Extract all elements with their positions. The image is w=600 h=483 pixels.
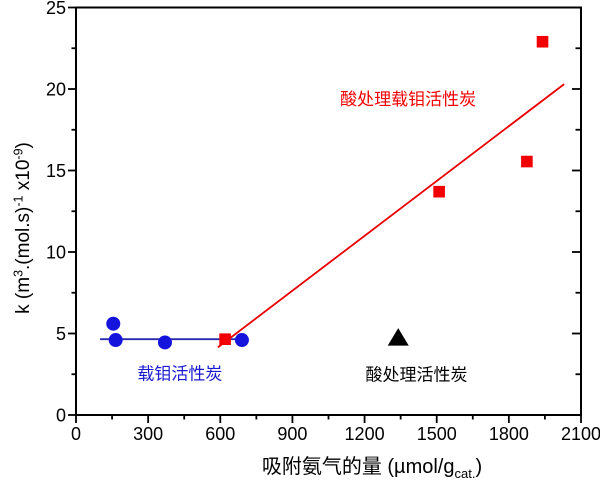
x-axis-tick-labels: 0 300 600 900 1200 1500 1800 2100 [71, 424, 600, 444]
series-酸处理活性炭 [387, 328, 409, 346]
x-tick-label: 900 [277, 424, 307, 444]
x-tick-label: 1500 [417, 424, 457, 444]
y-axis-title: k (m3.(mol.s)-1 x10-9) [12, 142, 35, 314]
fit-line-酸处理载钼活性炭 [217, 83, 565, 349]
right-axis-ticks [572, 6, 581, 416]
y-tick-label: 5 [56, 324, 66, 344]
y-tick-label: 20 [46, 80, 66, 100]
data-point-circle [234, 333, 249, 348]
series-label-酸处理载钼活性炭: 酸处理载钼活性炭 [340, 90, 476, 109]
y-tick-label: 0 [56, 406, 66, 426]
series-酸处理载钼活性炭 [219, 35, 549, 346]
x-tick-label: 0 [71, 424, 81, 444]
x-tick-label: 300 [133, 424, 163, 444]
x-tick-label: 600 [205, 424, 235, 444]
data-point-square [433, 185, 445, 198]
data-point-circle [108, 333, 123, 348]
x-tick-label: 1200 [345, 424, 385, 444]
y-tick-label: 10 [46, 243, 66, 263]
x-axis-title: 吸附氨气的量 (µmol/gcat.) [262, 455, 482, 481]
y-tick-label: 15 [46, 161, 66, 181]
y-axis-tick-labels: 0 5 10 15 20 25 [46, 0, 66, 426]
x-axis-ticks [75, 415, 582, 423]
plot-frame [75, 6, 582, 416]
data-point-circle [106, 316, 121, 331]
y-tick-label: 25 [46, 0, 66, 18]
series-label-酸处理活性炭: 酸处理活性炭 [366, 365, 468, 384]
x-tick-label: 2100 [561, 424, 600, 444]
series-载钼活性炭 [106, 316, 249, 350]
data-point-square [521, 155, 533, 168]
data-point-circle [157, 335, 172, 350]
data-point-square [219, 333, 231, 346]
data-point-triangle [387, 328, 409, 346]
data-point-square [536, 35, 549, 48]
x-tick-label: 1800 [489, 424, 529, 444]
y-axis-ticks [68, 6, 76, 416]
series-label-载钼活性炭: 载钼活性炭 [137, 364, 222, 383]
